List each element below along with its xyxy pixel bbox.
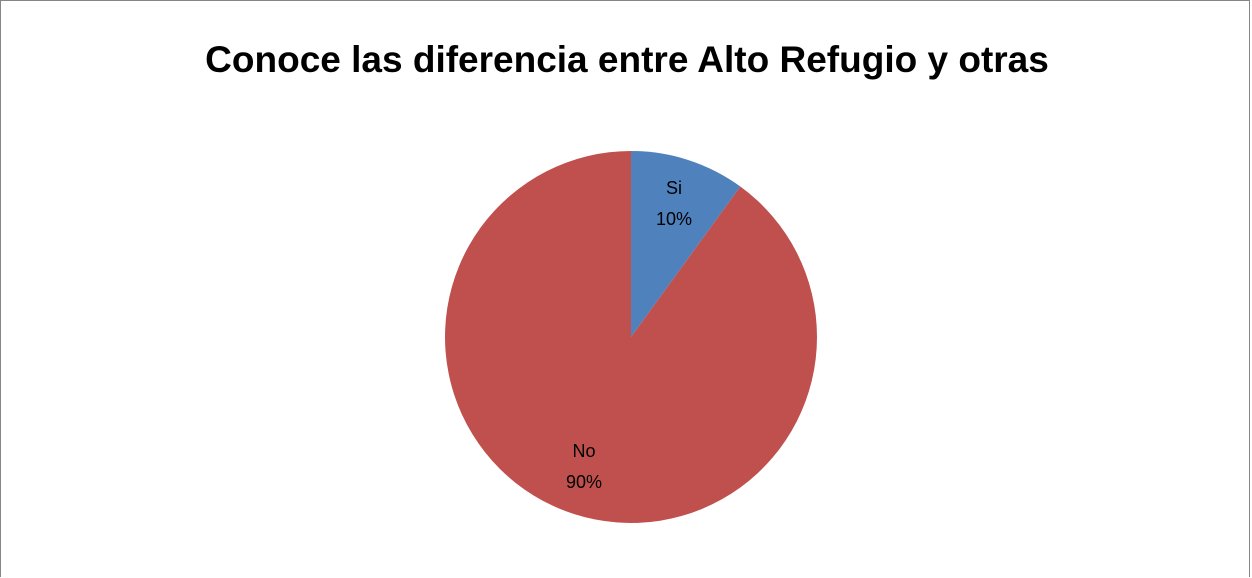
chart-title: Conoce las diferencia entre Alto Refugio… [205, 39, 1049, 80]
slice-label-si: Si [666, 178, 682, 198]
pie-slices [445, 151, 818, 523]
pie-slice-no [445, 151, 818, 523]
slice-label-no: No [572, 441, 595, 461]
pie-slice-si [631, 151, 741, 337]
pie-labels: Si 10% No 90% [566, 178, 692, 492]
slice-percent-no: 90% [566, 472, 602, 492]
slice-percent-si: 10% [656, 209, 692, 229]
